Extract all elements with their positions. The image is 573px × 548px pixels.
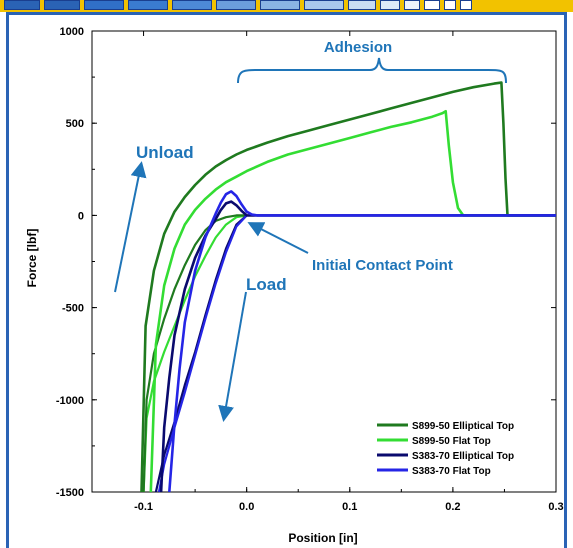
y-tick-label: 0	[78, 210, 84, 222]
toolbar-tab	[380, 0, 400, 10]
toolbar-tab	[424, 0, 440, 10]
unload-annotation: Unload	[136, 143, 194, 162]
x-tick-label: 0.1	[342, 501, 357, 513]
toolbar-tab	[84, 0, 124, 10]
adhesion-annotation: Adhesion	[324, 39, 392, 56]
y-tick-label: 500	[66, 118, 84, 130]
unload-arrow	[114, 161, 147, 293]
x-tick-label: 0.3	[548, 501, 563, 513]
x-tick-label: 0.0	[239, 501, 254, 513]
toolbar-tab	[348, 0, 376, 10]
adhesion-brace	[237, 57, 507, 84]
unload-curve-1	[140, 81, 556, 493]
toolbar-tab	[128, 0, 168, 10]
load-curve-2	[142, 214, 247, 493]
toolbar-tab	[460, 0, 472, 10]
y-tick-label: -1000	[56, 395, 84, 407]
unload-curve-4	[168, 190, 556, 493]
toolbar-tab	[404, 0, 420, 10]
legend-entry-1: S899-50 Elliptical Top	[412, 421, 514, 432]
toolbar-tab	[304, 0, 344, 10]
load-annotation: Load	[246, 275, 287, 294]
y-axis-label: Force [lbf]	[25, 229, 39, 288]
y-tick-label: -500	[62, 303, 84, 315]
contact-annotation: Initial Contact Point	[312, 257, 453, 274]
contact-arrow	[247, 222, 309, 254]
load-curve-3	[154, 214, 248, 493]
load-arrow	[218, 291, 247, 422]
y-tick-label: -1500	[56, 487, 84, 499]
toolbar-tab	[216, 0, 256, 10]
toolbar-tab	[44, 0, 80, 10]
unload-curve-3	[159, 200, 556, 493]
x-tick-label: 0.2	[445, 501, 460, 513]
slide-frame	[6, 12, 567, 548]
load-curve-1	[142, 214, 247, 493]
x-axis-label: Position [in]	[288, 531, 357, 545]
legend-entry-2: S899-50 Flat Top	[412, 436, 491, 447]
load-curve-4	[157, 214, 248, 493]
x-tick-label: -0.1	[134, 501, 153, 513]
toolbar-tab	[444, 0, 456, 10]
legend-entry-3: S383-70 Elliptical Top	[412, 451, 514, 462]
toolbar-tab	[260, 0, 300, 10]
toolbar-tab	[4, 0, 40, 10]
y-tick-label: 1000	[60, 26, 84, 38]
toolbar-tab	[172, 0, 212, 10]
legend-entry-4: S383-70 Flat Top	[412, 466, 491, 477]
